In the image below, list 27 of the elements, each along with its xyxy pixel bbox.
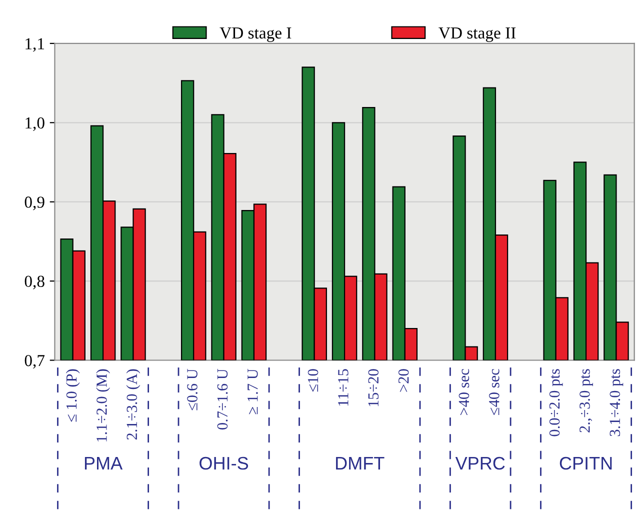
x-tick-label: ≥ 1.7 U — [248, 368, 258, 414]
y-tick-label: 0,7 — [24, 354, 45, 369]
x-tick-label: ≤40 sec — [488, 369, 500, 415]
y-tick-label: 0,8 — [24, 276, 44, 290]
x-tick-label: 0.0÷2.0 pts — [549, 369, 563, 436]
x-tick-label: ≤10 — [308, 369, 318, 392]
x-tick-label: 3.1÷4.0 pts — [610, 369, 624, 436]
x-tick-label: 2.,÷3.0 pts — [580, 369, 593, 432]
x-tick-label: 15÷20 — [368, 369, 379, 406]
x-tick-label: ≤ 1.0 (P) — [66, 369, 80, 422]
y-tick-label: 1,1 — [26, 38, 44, 52]
x-tick-label: 1.1÷2.0 (M) — [96, 369, 110, 442]
x-tick-label: 11÷15 — [338, 369, 348, 406]
x-tick-label: 0.7÷1.6 U — [217, 368, 228, 430]
x-tick-label: >40 sec — [458, 369, 470, 416]
x-tick-label: 2.1÷3.0 (A) — [126, 369, 140, 440]
text: CPITN — [560, 456, 612, 470]
text: OHI-S — [200, 456, 248, 470]
legend-label: VD stage II — [438, 28, 516, 42]
x-tick-label: >20 — [398, 369, 409, 392]
y-tick-label: 1,0 — [26, 117, 44, 131]
legend-label: VD stage I — [220, 28, 292, 42]
text: PMA — [84, 457, 123, 470]
x-tick-label: ≤0.6 U — [187, 368, 198, 410]
text: VPRC — [455, 456, 505, 470]
text: DMFT — [336, 457, 384, 470]
y-tick-label: 0,9 — [24, 196, 44, 210]
